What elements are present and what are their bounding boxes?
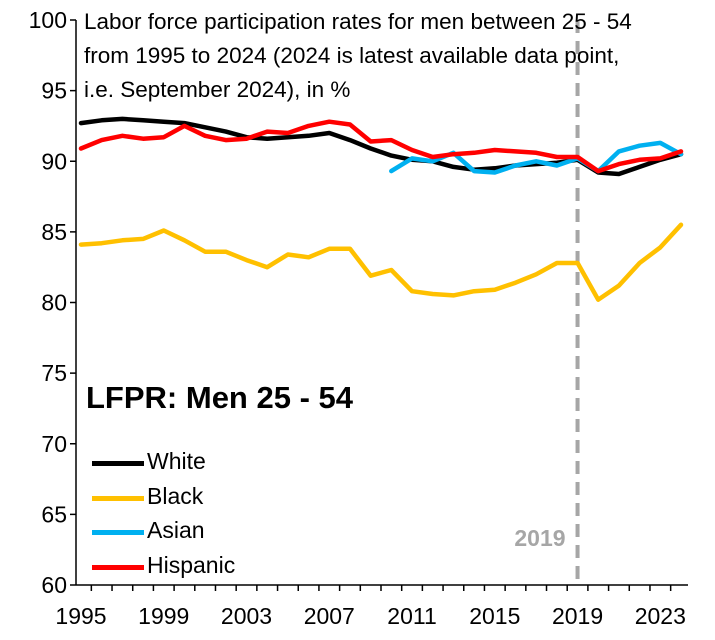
series-line-black [78, 222, 684, 302]
y-tick-label: 80 [41, 290, 67, 316]
legend-swatch-black [92, 495, 144, 501]
legend-label-asian: Asian [147, 517, 205, 543]
y-axis-ticks: 60 65 70 75 80 85 90 95 100 [29, 7, 76, 598]
y-tick-label: 65 [41, 501, 67, 527]
y-tick-label: 75 [41, 360, 67, 386]
reference-label-2019: 2019 [514, 525, 565, 551]
x-tick-label: 2011 [387, 603, 436, 629]
x-tick-label: 2019 [552, 603, 603, 629]
chart-title-line-3: i.e. September 2024), in % [84, 77, 351, 102]
y-tick-label: 100 [29, 7, 67, 33]
chart-title-line-2: from 1995 to 2024 (2024 is latest availa… [84, 43, 620, 68]
series-line-hispanic [78, 119, 684, 174]
series-lines [78, 116, 684, 302]
x-tick-label: 2003 [221, 603, 272, 629]
plot-area: 60 65 70 75 80 85 90 95 100 1995 1999 2003 2007 2011… [29, 7, 688, 629]
x-tick-label: 1999 [138, 603, 189, 629]
legend-label-hispanic: Hispanic [147, 551, 236, 578]
y-tick-label: 90 [41, 148, 67, 174]
y-tick-label: 60 [41, 572, 67, 598]
x-axis-ticks: 1995 1999 2003 2007 2011 2015 2019 2023 [55, 585, 686, 629]
x-tick-label: 2007 [304, 603, 355, 629]
y-tick-label: 85 [41, 219, 67, 245]
chart-title-line-1: Labor force participation rates for men … [84, 9, 632, 34]
series-line-asian [389, 140, 684, 175]
legend-swatch-hispanic [92, 564, 144, 570]
x-tick-label: 2023 [635, 603, 686, 629]
legend-swatch-asian [92, 530, 144, 535]
chart-label: LFPR: Men 25 - 54 [86, 380, 353, 415]
y-tick-label: 95 [41, 78, 67, 104]
y-tick-label: 70 [41, 431, 67, 457]
legend-label-black: Black [147, 482, 204, 509]
legend-swatch-white [92, 461, 144, 466]
x-tick-label: 2015 [469, 603, 520, 629]
x-tick-label: 1995 [55, 603, 106, 629]
legend-label-white: White [147, 448, 206, 474]
